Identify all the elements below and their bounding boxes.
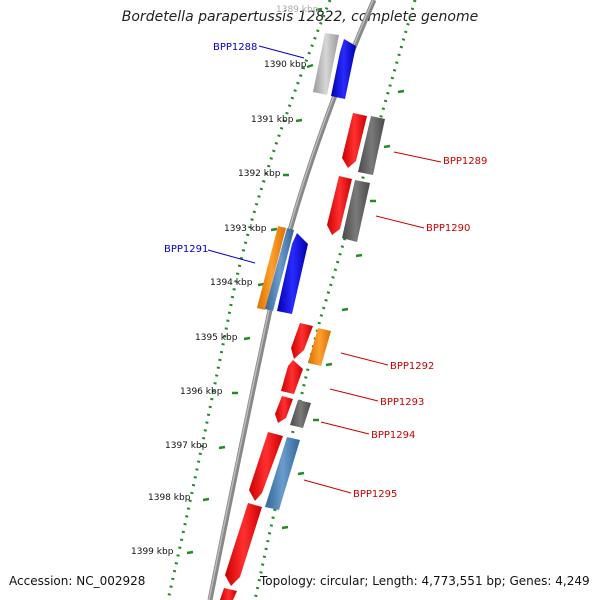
gene-bpp1295-red[interactable] (249, 432, 283, 501)
gene-block-orange-1291[interactable] (257, 226, 286, 310)
gene-bpp1292-red[interactable] (291, 323, 313, 359)
tick-label-1391: 1391 kbp (251, 115, 294, 125)
gene-label-bpp1293[interactable]: BPP1293 (380, 397, 424, 408)
tick-label-1392: 1392 kbp (238, 169, 281, 179)
gene-block-red-bottom[interactable] (220, 588, 237, 600)
tick-label-1397: 1397 kbp (165, 441, 208, 451)
gene-bpp1291[interactable] (277, 233, 308, 314)
gene-bpp1288[interactable] (331, 39, 356, 99)
gene-bpp1289[interactable] (342, 113, 367, 168)
tick-label-1395: 1395 kbp (195, 333, 238, 343)
gene-block-steelblue-1291[interactable] (265, 228, 294, 311)
gene-block-red-lower[interactable] (225, 503, 262, 586)
gene-labels: BPP1288 BPP1289 BPP1290 BPP1291 BPP1292 … (164, 42, 487, 500)
map-title: Bordetella parapertussis 12822, complete… (121, 9, 479, 25)
inner-dotted-ring (166, 0, 332, 600)
gene-label-bpp1295[interactable]: BPP1295 (353, 489, 397, 500)
gene-bpp1294[interactable] (290, 400, 311, 428)
gene-bpp1292[interactable] (308, 328, 331, 366)
tick-labels: 1389 kbp 1390 kbp 1391 kbp 1392 kbp 1393… (131, 5, 319, 557)
tick-label-1390: 1390 kbp (264, 60, 307, 70)
accession-text: Accession: NC_002928 (9, 574, 146, 588)
tick-marks (186, 7, 405, 555)
leader-lines (207, 45, 442, 494)
tick-label-1396: 1396 kbp (180, 387, 223, 397)
tick-label-1394: 1394 kbp (210, 278, 253, 288)
gene-block-grey-1290[interactable] (342, 180, 370, 242)
gene-bpp1290[interactable] (327, 176, 352, 235)
gene-block-grey-1289[interactable] (358, 116, 385, 175)
outer-dotted-ring (253, 0, 417, 600)
gene-bpp1295[interactable] (265, 437, 300, 510)
topology-text: Topology: circular; Length: 4,773,551 bp… (260, 574, 590, 588)
gene-label-bpp1288[interactable]: BPP1288 (213, 42, 257, 53)
tick-label-1389: 1389 kbp (276, 5, 319, 15)
gene-label-bpp1291[interactable]: BPP1291 (164, 244, 208, 255)
gene-label-bpp1289[interactable]: BPP1289 (443, 156, 487, 167)
gene-label-bpp1292[interactable]: BPP1292 (390, 361, 434, 372)
tick-label-1399: 1399 kbp (131, 547, 174, 557)
gene-label-bpp1294[interactable]: BPP1294 (371, 430, 415, 441)
gene-block-lightgrey[interactable] (313, 33, 339, 95)
tick-label-1393: 1393 kbp (224, 224, 267, 234)
tick-label-1398: 1398 kbp (148, 493, 191, 503)
gene-bpp1294-red[interactable] (275, 396, 293, 423)
gene-bpp1293[interactable] (281, 360, 303, 394)
gene-label-bpp1290[interactable]: BPP1290 (426, 223, 470, 234)
